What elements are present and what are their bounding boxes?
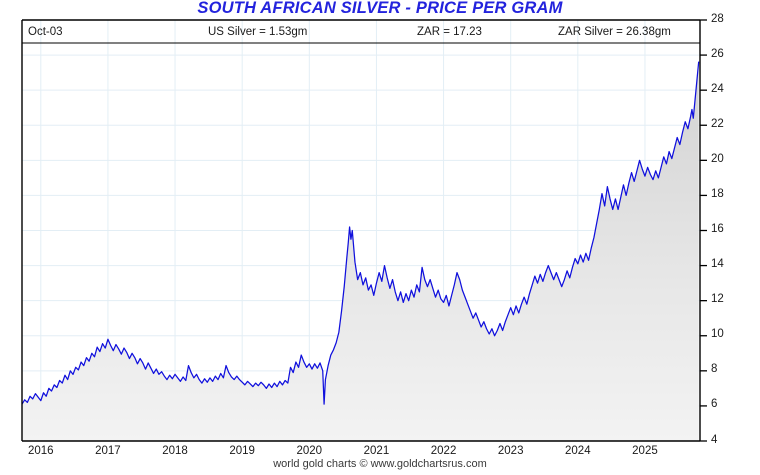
x-axis-tick-label: 2023	[497, 445, 524, 457]
price-area-fill	[22, 62, 699, 441]
chart-title: SOUTH AFRICAN SILVER - PRICE PER GRAM	[197, 0, 563, 17]
y-axis-tick-label: 18	[711, 187, 724, 200]
y-axis-tick-label: 4	[711, 433, 718, 446]
x-axis-tick-label: 2022	[430, 445, 457, 457]
x-axis-tick-label: 2025	[632, 445, 658, 457]
header-zar-rate-stat: ZAR = 17.23	[417, 26, 482, 38]
x-axis-tick-label: 2018	[162, 445, 188, 457]
y-axis-tick-label: 6	[711, 398, 718, 411]
header-zar-silver-stat: ZAR Silver = 26.38gm	[558, 26, 671, 38]
header-date-label: Oct-03	[28, 26, 63, 38]
price-line	[22, 61, 700, 405]
x-axis-tick-label: 2020	[296, 445, 323, 457]
y-axis-tick-label: 14	[711, 258, 724, 271]
y-axis-tick-label: 20	[711, 152, 724, 165]
y-axis-tick-label: 12	[711, 293, 724, 306]
y-axis-tick-label: 28	[711, 12, 724, 25]
x-axis-tick-label: 2021	[363, 445, 390, 457]
y-axis-tick-label: 16	[711, 223, 724, 235]
x-axis-tick-label: 2016	[27, 445, 54, 457]
x-axis-tick-label: 2019	[229, 445, 255, 457]
header-us-silver-stat: US Silver = 1.53gm	[208, 26, 308, 38]
y-axis-tick-label: 26	[711, 47, 724, 60]
y-axis-ticks	[700, 19, 707, 442]
x-axis-tick-label: 2024	[565, 445, 591, 457]
y-axis-tick-label: 10	[711, 328, 724, 341]
y-axis-tick-label: 24	[711, 82, 724, 95]
y-axis-tick-label: 22	[711, 117, 724, 130]
x-axis-tick-label: 2017	[95, 445, 121, 457]
footer-attribution: world gold charts © www.goldchartsrus.co…	[273, 458, 487, 470]
y-axis-tick-label: 8	[711, 363, 718, 376]
